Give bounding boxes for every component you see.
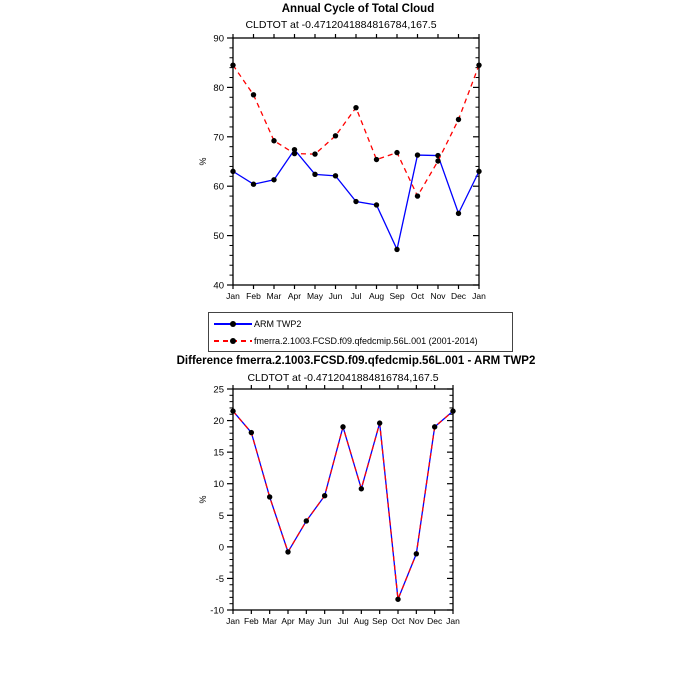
x-tick-label: Nov — [430, 291, 446, 301]
top-chart-title: Annual Cycle of Total Cloud — [281, 3, 435, 15]
annual-cycle-chart: Jan Feb Mar Apr May Jun Jul Aug Sep Oct Nov Dec Jan4… — [198, 34, 486, 302]
data-point-marker — [266, 494, 273, 500]
y-tick-label: 20 — [213, 416, 224, 427]
x-tick-label: Apr — [281, 616, 294, 626]
x-tick-label: Mar — [267, 291, 282, 301]
x-tick-label: Jan — [226, 291, 240, 301]
x-tick-label: Mar — [262, 616, 277, 626]
y-tick-label: 40 — [213, 281, 224, 292]
y-axis-label: % — [198, 157, 208, 165]
data-point-marker — [373, 156, 380, 163]
bottom-chart-subtitle: CLDTOT at -0.4712041884816784,167.5 — [247, 372, 439, 384]
legend-label-obs: ARM TWP2 — [254, 318, 302, 329]
y-tick-label: 90 — [213, 34, 224, 45]
series-line — [232, 410, 454, 600]
data-point-marker — [312, 171, 318, 178]
legend-item-obs: ARM TWP2 — [209, 316, 512, 331]
x-tick-label: Aug — [369, 291, 384, 301]
data-point-marker — [395, 596, 401, 602]
data-point-marker — [376, 420, 383, 426]
y-tick-label: 0 — [219, 542, 224, 553]
y-tick-label: 25 — [213, 385, 224, 396]
data-point-marker — [291, 150, 298, 157]
y-tick-label: 50 — [213, 231, 224, 242]
data-point-marker — [435, 158, 441, 164]
y-tick-label: 70 — [213, 132, 224, 143]
data-point-marker — [455, 116, 462, 123]
data-point-marker — [394, 149, 400, 156]
legend-dashed-line-sample — [214, 337, 252, 344]
data-point-marker — [353, 198, 359, 205]
x-tick-label: Aug — [354, 616, 369, 626]
data-point-marker — [394, 246, 400, 253]
x-tick-label: Jul — [351, 291, 362, 301]
x-tick-label: Sep — [372, 616, 387, 626]
data-point-marker — [340, 424, 346, 430]
x-tick-label: Oct — [391, 616, 405, 626]
legend-item-model: fmerra.2.1003.FCSD.f09.qfedcmip.56L.001 … — [209, 333, 512, 348]
data-point-marker — [271, 177, 277, 183]
x-tick-label: Jan — [226, 616, 240, 626]
y-tick-label: 80 — [213, 83, 224, 94]
y-tick-label: -5 — [216, 574, 224, 585]
data-point-marker — [358, 486, 365, 492]
x-tick-label: Jun — [329, 291, 343, 301]
x-tick-label: Apr — [288, 291, 301, 301]
data-point-marker — [271, 138, 277, 144]
series-line-overlay — [232, 410, 454, 600]
data-point-marker — [250, 92, 257, 98]
data-point-marker — [248, 429, 255, 436]
x-tick-label: Feb — [244, 616, 259, 626]
x-tick-label: Jan — [446, 616, 460, 626]
legend-label-model: fmerra.2.1003.FCSD.f09.qfedcmip.56L.001 … — [254, 335, 478, 346]
x-tick-label: Feb — [246, 291, 261, 301]
axis-box — [232, 37, 480, 286]
data-point-marker — [414, 193, 421, 199]
x-tick-label: Dec — [451, 291, 467, 301]
data-point-marker — [373, 202, 380, 208]
y-axis-label: % — [198, 495, 208, 503]
data-point-marker — [285, 549, 291, 555]
legend-marker-dot-icon — [230, 337, 236, 344]
legend-solid-line-sample — [214, 320, 252, 327]
x-tick-label: Jun — [318, 616, 332, 626]
data-point-marker — [353, 104, 359, 111]
axis-box — [232, 388, 454, 611]
data-point-marker — [413, 551, 420, 557]
y-tick-label: 5 — [219, 511, 224, 522]
top-chart-subtitle: CLDTOT at -0.4712041884816784,167.5 — [245, 19, 437, 31]
data-point-marker — [431, 424, 438, 430]
series-line — [232, 64, 480, 198]
data-point-marker — [291, 146, 298, 153]
data-point-marker — [321, 493, 328, 499]
x-tick-label: Dec — [427, 616, 443, 626]
x-tick-label: May — [298, 616, 315, 626]
data-point-marker — [250, 181, 257, 187]
data-point-marker — [303, 518, 310, 524]
x-tick-label: Nov — [409, 616, 425, 626]
data-point-marker — [312, 151, 318, 157]
x-tick-label: May — [307, 291, 324, 301]
x-tick-label: Oct — [411, 291, 425, 301]
x-tick-label: Jul — [338, 616, 349, 626]
difference-chart: Jan Feb Mar Apr May Jun Jul Aug Sep Oct Nov Dec Jan-… — [198, 385, 460, 627]
data-point-marker — [332, 173, 339, 179]
data-point-marker — [332, 133, 339, 139]
y-tick-label: 15 — [213, 448, 224, 459]
legend-box: ARM TWP2 fmerra.2.1003.FCSD.f09.qfedcmip… — [208, 312, 513, 352]
x-tick-label: Jan — [472, 291, 486, 301]
y-tick-label: -10 — [210, 606, 224, 617]
x-tick-label: Sep — [389, 291, 404, 301]
y-tick-label: 10 — [213, 479, 224, 490]
y-tick-label: 60 — [213, 182, 224, 193]
data-point-marker — [455, 210, 462, 217]
data-point-marker — [414, 152, 421, 158]
legend-marker-dot-icon — [230, 320, 236, 327]
bottom-chart-title: Difference fmerra.2.1003.FCSD.f09.qfedcm… — [176, 355, 536, 367]
